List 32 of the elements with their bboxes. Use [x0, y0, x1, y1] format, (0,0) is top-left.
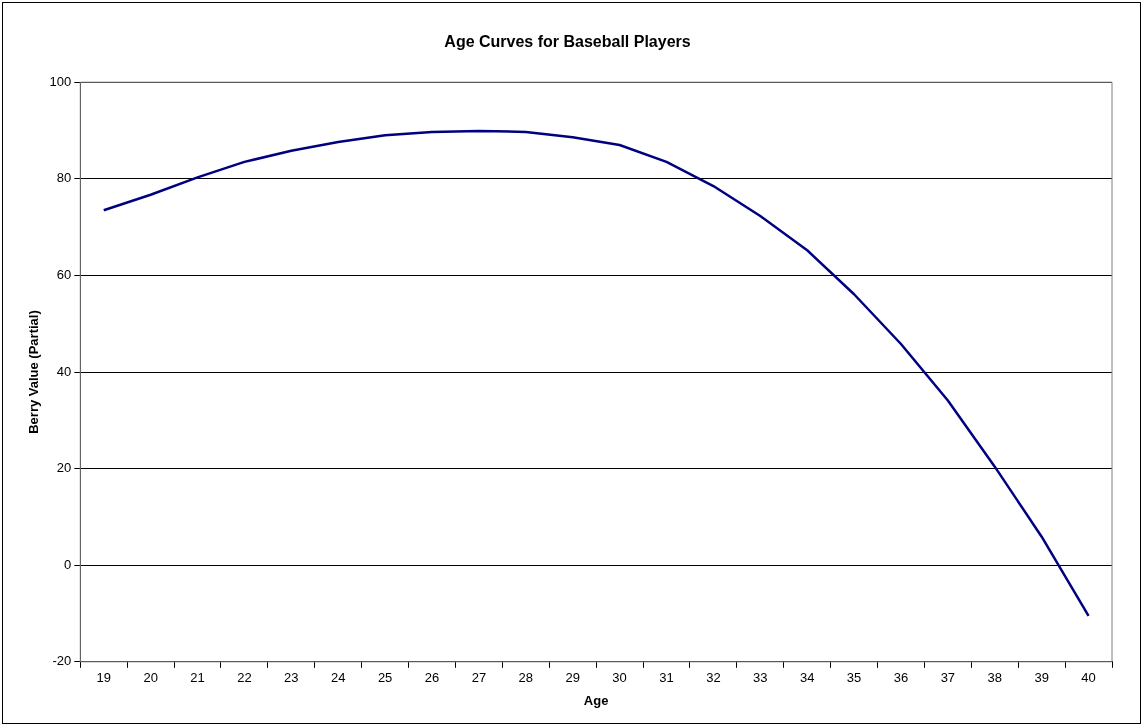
x-tick-label: 22	[237, 670, 252, 686]
x-tick-label: 19	[96, 670, 111, 686]
x-tick-label: 23	[284, 670, 299, 686]
x-tick-label: 33	[753, 670, 768, 686]
y-tick-label: 100	[49, 73, 72, 89]
y-tick-label: -20	[52, 653, 72, 669]
x-tick-label: 31	[659, 670, 674, 686]
y-tick-label: 40	[56, 363, 72, 379]
x-tick-label: 32	[706, 670, 721, 686]
chart-title: Age Curves for Baseball Players	[444, 33, 691, 51]
y-tick-label: 20	[56, 460, 72, 476]
x-tick-label: 38	[987, 670, 1002, 686]
x-tick-label: 39	[1034, 670, 1049, 686]
x-tick-label: 21	[190, 670, 205, 686]
x-tick-label: 27	[471, 670, 487, 686]
x-tick-label: 29	[565, 670, 580, 686]
y-tick-label: 80	[56, 170, 72, 186]
x-tick-label: 20	[143, 670, 158, 686]
x-tick-label: 36	[893, 670, 909, 686]
y-axis-title: Berry Value (Partial)	[26, 310, 42, 434]
x-tick-label: 24	[330, 670, 346, 686]
x-tick-label: 28	[518, 670, 534, 686]
x-tick-label: 34	[799, 670, 815, 686]
y-tick-label: 0	[64, 556, 72, 572]
x-tick-label: 30	[612, 670, 627, 686]
x-tick-label: 35	[846, 670, 862, 686]
x-tick-label: 40	[1081, 670, 1096, 686]
x-tick-label: 25	[377, 670, 393, 686]
y-tick-label: 60	[56, 266, 72, 282]
x-tick-label: 37	[940, 670, 956, 686]
x-axis-title: Age	[583, 692, 609, 708]
x-tick-label: 26	[424, 670, 440, 686]
